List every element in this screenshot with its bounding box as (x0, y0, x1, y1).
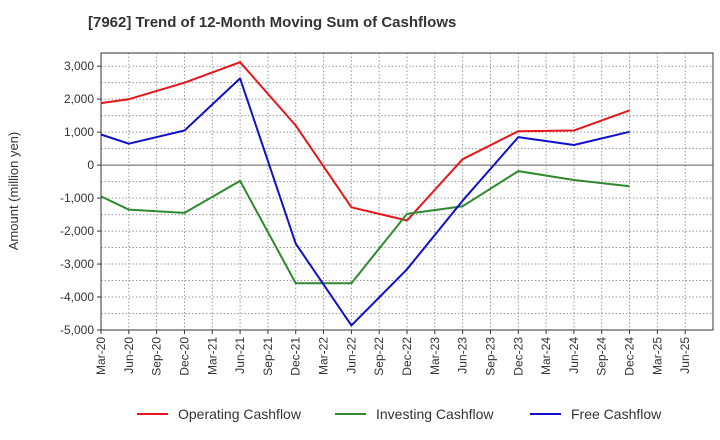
x-tick-label: Jun-21 (233, 337, 247, 374)
x-tick-label: Mar-24 (539, 337, 553, 375)
y-tick-labels: 3,000 2,000 1,000 0 -1,000 -2,000 -3,000 -4,000… (60, 59, 101, 337)
x-tick-label: Mar-22 (317, 337, 331, 375)
x-tick-label: Sep-20 (150, 337, 164, 376)
x-tick-label: Dec-20 (177, 337, 191, 376)
legend-label-free-cashflow: Free Cashflow (571, 406, 662, 422)
y-tick-label: -2,000 (60, 224, 94, 238)
series-line-operating-cashflow (100, 61, 630, 222)
x-tick-label: Dec-23 (511, 337, 525, 376)
x-tick-label: Jun-20 (122, 337, 136, 374)
series-line-investing-cashflow (100, 170, 630, 285)
legend: Operating Cashflow Investing Cashflow Free… (137, 406, 662, 422)
x-tick-label: Jun-24 (567, 337, 581, 374)
series-lines (100, 61, 630, 327)
x-tick-label: Dec-22 (400, 337, 414, 376)
legend-label-investing-cashflow: Investing Cashflow (376, 406, 494, 422)
x-tick-label: Jun-25 (678, 337, 692, 374)
series-line-free-cashflow (100, 77, 630, 327)
x-tick-labels: Mar-20 Jun-20 Sep-20 Dec-20 Mar-21 Jun-21 Sep-… (94, 330, 692, 376)
x-tick-label: Sep-24 (595, 337, 609, 376)
x-tick-label: Sep-23 (483, 337, 497, 376)
x-tick-label: Mar-21 (205, 337, 219, 375)
x-tick-label: Sep-21 (261, 337, 275, 376)
x-tick-label: Sep-22 (372, 337, 386, 376)
y-tick-label: 2,000 (64, 92, 94, 106)
y-tick-label: -5,000 (60, 323, 94, 337)
y-tick-label: 1,000 (64, 125, 94, 139)
x-tick-label: Mar-23 (428, 337, 442, 375)
chart-title: [7962] Trend of 12-Month Moving Sum of C… (88, 14, 457, 31)
x-tick-label: Mar-25 (650, 337, 664, 375)
x-tick-label: Dec-24 (623, 337, 637, 376)
grid-lines (100, 53, 714, 331)
x-tick-label: Dec-21 (289, 337, 303, 376)
y-tick-label: -3,000 (60, 257, 94, 271)
x-tick-label: Mar-20 (94, 337, 108, 375)
y-tick-label: 3,000 (64, 59, 94, 73)
x-tick-label: Jun-22 (344, 337, 358, 374)
legend-label-operating-cashflow: Operating Cashflow (178, 406, 302, 422)
y-tick-label: -4,000 (60, 290, 94, 304)
y-tick-label: 0 (87, 158, 94, 172)
x-tick-label: Jun-23 (456, 337, 470, 374)
y-tick-label: -1,000 (60, 191, 94, 205)
y-axis-label: Amount (million yen) (6, 132, 21, 251)
